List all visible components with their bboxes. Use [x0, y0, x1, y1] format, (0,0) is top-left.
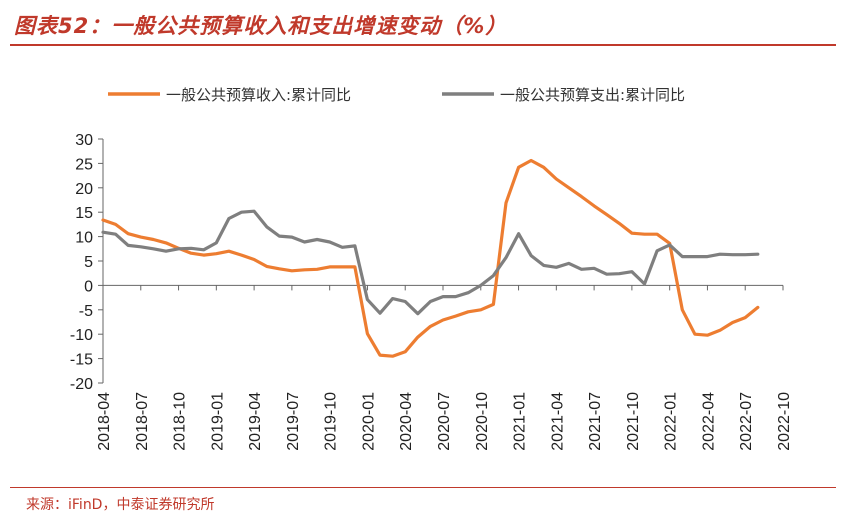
y-tick-label: 20 — [75, 181, 93, 198]
income-series-line — [101, 158, 760, 358]
x-tick-label: 2019-10 — [323, 392, 340, 451]
x-tick-label: 2020-07 — [436, 392, 453, 451]
expense-series-line — [101, 209, 760, 316]
x-tick-label: 2020-01 — [360, 392, 377, 451]
y-tick-label: 10 — [75, 230, 93, 247]
x-tick-label: 2020-04 — [398, 392, 415, 451]
x-tick-label: 2019-01 — [209, 392, 226, 451]
x-tick-label: 2022-10 — [776, 392, 793, 451]
legend-label: 一般公共预算收入:累计同比 — [166, 86, 351, 104]
x-tick-label: 2021-07 — [587, 392, 604, 451]
x-tick-label: 2018-07 — [134, 392, 151, 451]
y-tick-label: -5 — [79, 303, 93, 320]
bottom-rule — [10, 487, 836, 488]
x-tick-label: 2018-10 — [172, 392, 189, 451]
x-tick-label: 2019-04 — [247, 392, 264, 451]
y-tick-label: 25 — [75, 156, 93, 173]
x-tick-label: 2022-04 — [700, 392, 717, 451]
line-chart: 一般公共预算收入:累计同比 一般公共预算支出:累计同比 30 25 20 15 10 5 0 -… — [70, 86, 793, 451]
figure-title: 图表52：一般公共预算收入和支出增速变动（%） — [14, 14, 508, 38]
y-tick-label: -10 — [70, 327, 93, 344]
y-tick-label: 0 — [84, 278, 93, 295]
x-tick-label: 2022-01 — [663, 392, 680, 451]
source-note: 来源：iFinD，中泰证券研究所 — [26, 497, 215, 513]
title-rule — [10, 44, 836, 46]
series-group — [101, 158, 760, 358]
legend: 一般公共预算收入:累计同比 一般公共预算支出:累计同比 — [108, 86, 685, 104]
x-tick-label: 2022-07 — [738, 392, 755, 451]
x-tick-label: 2018-04 — [96, 392, 113, 451]
y-tick-label: 5 — [84, 254, 93, 271]
y-tick-label: -15 — [70, 352, 93, 369]
x-tick-label: 2021-10 — [625, 392, 642, 451]
x-tick-label: 2021-01 — [512, 392, 529, 451]
y-tick-label: 30 — [75, 132, 93, 149]
x-tick-label: 2019-07 — [285, 392, 302, 451]
x-tick-label: 2021-04 — [549, 392, 566, 451]
x-tick-label: 2020-10 — [474, 392, 491, 451]
legend-label: 一般公共预算支出:累计同比 — [500, 86, 685, 104]
y-tick-label: -20 — [70, 376, 93, 393]
y-tick-label: 15 — [75, 205, 93, 222]
